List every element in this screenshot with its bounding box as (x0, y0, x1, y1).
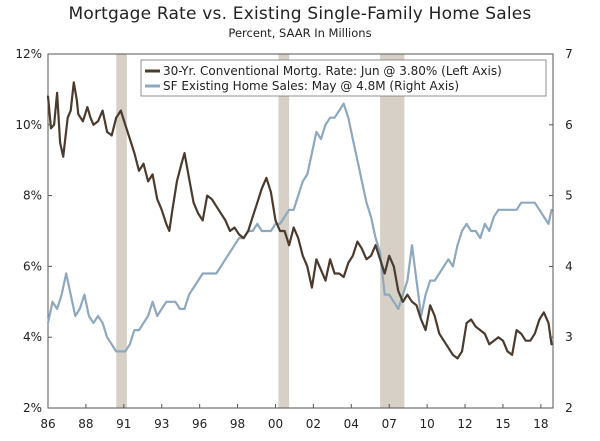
y-left-tick-label: 2% (23, 401, 42, 415)
y-right-tick-label: 2 (565, 401, 573, 415)
plot-frame (47, 53, 554, 409)
y-right-tick-label: 5 (565, 189, 573, 203)
mortgage-rate-line (46, 81, 553, 360)
legend-label: SF Existing Home Sales: May @ 4.8M (Righ… (163, 79, 459, 93)
series-lines (46, 81, 553, 360)
x-tick-label: 91 (116, 417, 131, 431)
x-tick-label: 12 (457, 417, 472, 431)
home-sales-line (46, 102, 553, 353)
chart-subtitle: Percent, SAAR In Millions (228, 26, 372, 40)
y-left-tick-label: 6% (23, 259, 42, 273)
x-tick-label: 15 (495, 417, 510, 431)
x-tick-label: 10 (419, 417, 434, 431)
legend-label: 30-Yr. Conventional Mortg. Rate: Jun @ 3… (163, 64, 502, 78)
x-tick-label: 07 (382, 417, 397, 431)
recession-band (380, 54, 405, 408)
x-tick-label: 96 (192, 417, 207, 431)
y-left-tick-label: 4% (23, 330, 42, 344)
x-tick-label: 02 (306, 417, 321, 431)
chart-title: Mortgage Rate vs. Existing Single-Family… (68, 4, 532, 24)
y-right-tick-label: 7 (565, 47, 573, 61)
y-right-tick-label: 4 (565, 259, 573, 273)
recession-band (116, 54, 127, 408)
x-tick-label: 00 (268, 417, 283, 431)
y-right-tick-label: 3 (565, 330, 573, 344)
x-tick-label: 98 (230, 417, 245, 431)
y-left-tick-label: 12% (15, 47, 42, 61)
recession-bands (116, 54, 405, 408)
x-tick-label: 04 (344, 417, 359, 431)
x-tick-label: 18 (533, 417, 548, 431)
legend: 30-Yr. Conventional Mortg. Rate: Jun @ 3… (140, 59, 547, 97)
x-tick-label: 93 (154, 417, 169, 431)
y-left-tick-label: 10% (15, 118, 42, 132)
y-left-tick-label: 8% (23, 189, 42, 203)
y-right-tick-label: 6 (565, 118, 573, 132)
legend-box (140, 59, 547, 97)
axes: 2% 4% 6% 8% 10% 12% 2 3 4 5 6 7 86 88 91 93 96 98 00 02 04 07… (15, 47, 572, 431)
x-tick-label: 86 (40, 417, 55, 431)
x-tick-label: 88 (78, 417, 93, 431)
